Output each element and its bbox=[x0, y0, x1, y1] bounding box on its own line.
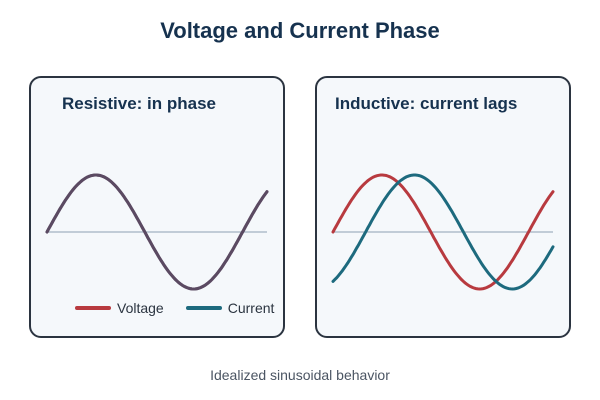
resistive-waveform-plot bbox=[45, 173, 269, 291]
legend-label-voltage: Voltage bbox=[117, 300, 164, 316]
inductive-panel: Inductive: current lags bbox=[315, 76, 571, 338]
current-swatch bbox=[185, 306, 222, 310]
resistive-panel-title: Resistive: in phase bbox=[62, 94, 217, 113]
page-title: Voltage and Current Phase bbox=[160, 18, 440, 43]
footer-note: Idealized sinusoidal behavior bbox=[210, 367, 390, 383]
inductive-current-wave bbox=[331, 173, 555, 291]
resistive-current-wave bbox=[45, 173, 269, 291]
legend-item-current: Current bbox=[185, 300, 275, 316]
inductive-panel-title: Inductive: current lags bbox=[335, 94, 518, 113]
legend-label-current: Current bbox=[227, 300, 275, 316]
legend-item-voltage: Voltage bbox=[75, 300, 164, 316]
inductive-waveform-plot bbox=[331, 173, 555, 291]
inductive-voltage-wave bbox=[331, 173, 555, 291]
legend: Voltage Current bbox=[75, 300, 283, 316]
resistive-panel: Resistive: in phase Voltage Current bbox=[29, 76, 285, 338]
voltage-swatch bbox=[75, 306, 111, 310]
